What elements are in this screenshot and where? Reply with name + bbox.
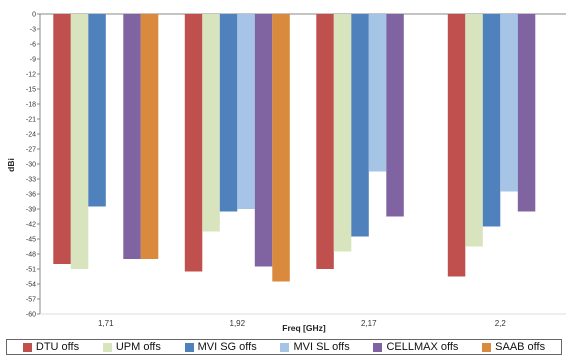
bar	[219, 14, 238, 212]
legend-label: DTU offs	[35, 341, 80, 353]
x-tick-label: 2,17	[361, 319, 377, 328]
bar	[500, 14, 518, 192]
y-tick-label: -36	[26, 192, 36, 199]
bar	[70, 14, 89, 269]
bar	[237, 14, 255, 209]
x-tick-label: 1,92	[230, 319, 246, 328]
bar	[368, 14, 387, 172]
bar	[202, 14, 220, 232]
y-tick-label: -57	[26, 297, 36, 304]
bar	[272, 14, 290, 282]
y-tick-label: -9	[30, 57, 36, 64]
legend-swatch	[482, 342, 492, 352]
y-tick-label: -42	[26, 222, 36, 229]
y-tick-label: -30	[26, 162, 36, 169]
y-tick-label: -54	[26, 282, 36, 289]
y-tick-label: -21	[26, 117, 36, 124]
bar	[316, 14, 334, 269]
legend-label: UPM offs	[115, 341, 161, 353]
bar	[447, 14, 466, 277]
y-axis-label: dBi	[6, 158, 16, 172]
legend-item: DTU offs	[22, 341, 80, 353]
y-tick-label: 0	[32, 12, 36, 19]
legend: DTU offs UPM offs MVI SG offs MVI SL offs CE…	[6, 339, 562, 355]
y-tick-label: -60	[26, 312, 36, 319]
legend-item: SAAB offs	[482, 341, 545, 353]
legend-label: MVI SG offs	[197, 341, 257, 353]
y-tick-label: -3	[30, 27, 36, 34]
y-tick-label: -39	[26, 207, 36, 214]
y-tick-label: -33	[26, 177, 36, 184]
legend-label: CELLMAX offs	[386, 341, 459, 353]
legend-swatch	[280, 342, 290, 352]
legend-swatch	[373, 342, 383, 352]
bar	[123, 14, 141, 259]
x-tick-label: 1,71	[98, 319, 114, 328]
y-tick-label: -48	[26, 252, 36, 259]
legend-label: SAAB offs	[495, 341, 546, 353]
bar	[140, 14, 159, 259]
legend-swatch	[184, 342, 194, 352]
legend-item: CELLMAX offs	[373, 341, 458, 353]
legend-swatch	[102, 342, 112, 352]
x-axis-ticks: 1,71 1,92 2,17 2,2	[98, 319, 506, 328]
bar	[333, 14, 352, 252]
y-axis-ticks: 0 -3 -6 -9 -12 -15 -18 -21 -24 -27 -30 -33 -36 -39 -42…	[26, 12, 40, 319]
bar	[254, 14, 273, 267]
x-axis-label: Freq [GHz]	[282, 323, 326, 333]
legend-item: UPM offs	[102, 341, 161, 353]
x-tick-label: 2,2	[495, 319, 507, 328]
legend-label: MVI SL offs	[293, 341, 350, 353]
bar	[465, 14, 483, 247]
y-tick-label: -15	[26, 87, 36, 94]
bar	[482, 14, 501, 227]
bars	[53, 14, 536, 282]
bar-chart: 0 -3 -6 -9 -12 -15 -18 -21 -24 -27 -30 -33 -36 -39 -42…	[6, 12, 566, 333]
y-tick-label: -45	[26, 237, 36, 244]
y-tick-label: -24	[26, 132, 36, 139]
y-tick-label: -27	[26, 147, 36, 154]
y-tick-label: -51	[26, 267, 36, 274]
legend-swatch	[22, 342, 32, 352]
y-tick-label: -12	[26, 72, 36, 79]
legend-item: MVI SG offs	[184, 341, 257, 353]
bar	[88, 14, 106, 207]
bar	[386, 14, 404, 217]
bar	[53, 14, 71, 264]
y-tick-label: -18	[26, 102, 36, 109]
legend-item: MVI SL offs	[280, 341, 350, 353]
bar	[184, 14, 203, 272]
bar	[517, 14, 536, 212]
y-tick-label: -6	[30, 42, 36, 49]
bar	[351, 14, 369, 237]
